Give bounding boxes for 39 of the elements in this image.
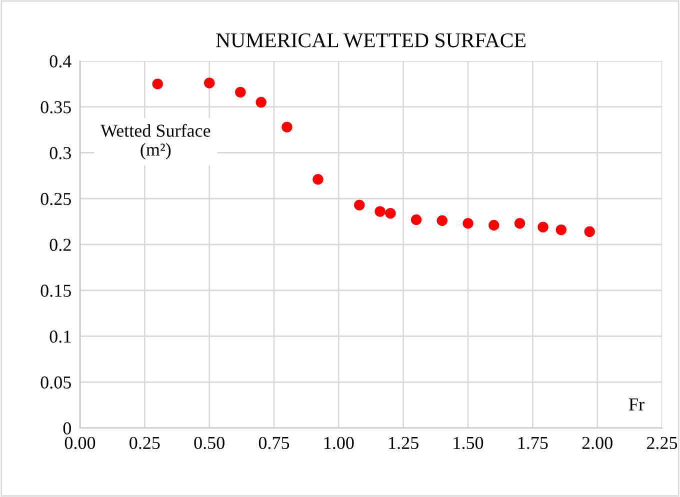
x-tick-label: 1.50	[454, 436, 484, 450]
y-tick-label: 0.15	[40, 284, 71, 297]
point	[235, 86, 246, 98]
x-tick-label: 2.00	[582, 436, 612, 450]
point	[538, 222, 548, 232]
x-tick-label: 0.75	[258, 436, 290, 450]
point	[204, 78, 215, 88]
x-tick-label: 1.75	[518, 436, 548, 450]
y-axis-title: Wetted Surface (m²)	[100, 124, 210, 160]
x-tick-label: 0.25	[130, 436, 160, 450]
point	[410, 214, 422, 226]
point	[354, 200, 365, 210]
point	[152, 78, 163, 90]
y-tick-label: 0.25	[40, 192, 71, 206]
y-tick-label: 0.2	[50, 238, 71, 252]
point	[488, 220, 500, 231]
point	[462, 218, 474, 229]
point	[514, 218, 526, 229]
x-tick-label: 1.00	[324, 436, 354, 450]
x-tick-label: 0.00	[64, 436, 96, 450]
y-tick-label: 0.05	[40, 376, 71, 389]
y-tick-label: 0	[63, 422, 71, 434]
y-tick-label: 0.4	[50, 55, 72, 68]
x-tick-label: 1.25	[389, 436, 418, 450]
point	[256, 96, 266, 108]
y-tick-label: 0.1	[50, 330, 71, 343]
x-tick-label: 0.50	[194, 436, 224, 450]
chart-title: NUMERICAL WETTED SURFACE	[216, 33, 526, 48]
x-tick-label: 2.25	[646, 436, 678, 450]
point	[312, 174, 324, 185]
point	[282, 122, 292, 132]
point	[436, 215, 448, 226]
point	[385, 208, 396, 219]
x-axis-title: Fr	[629, 398, 644, 410]
y-tick-label: 0.35	[40, 101, 71, 114]
point	[374, 206, 386, 217]
point	[584, 226, 595, 238]
y-tick-label: 0.3	[50, 147, 71, 160]
point	[556, 224, 566, 236]
